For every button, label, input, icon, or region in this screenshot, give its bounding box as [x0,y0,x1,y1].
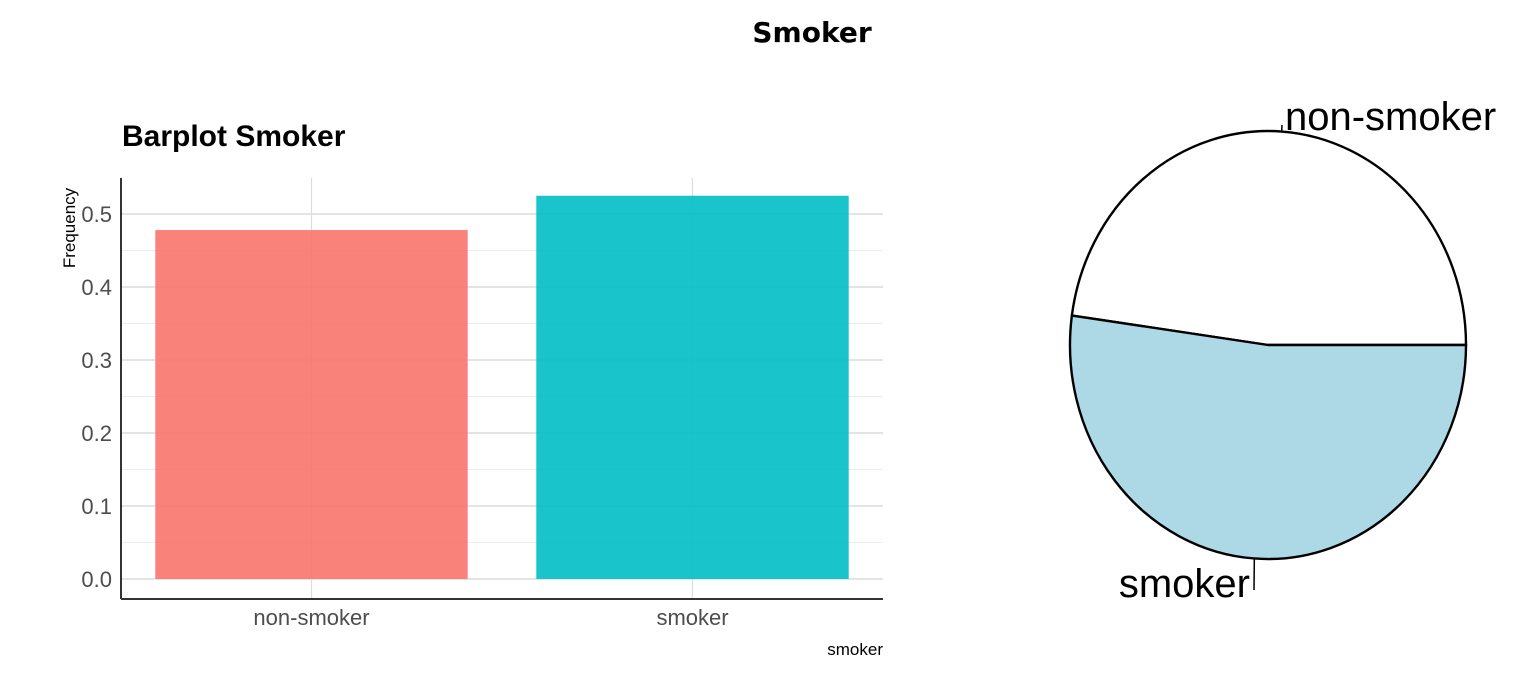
y-tick-label: 0.1 [81,494,112,519]
pie-label-non-smoker: non-smoker [1285,95,1496,139]
pie-slice-non-smoker [1070,129,1468,347]
bar-chart-title: Barplot Smoker [122,120,346,153]
pie-slice-smoker [1068,314,1468,561]
y-tick-label: 0.4 [81,275,112,300]
y-axis-label: Frequency [60,187,79,268]
bar-non-smoker [155,230,468,579]
pie-slices [1068,129,1468,561]
pie-label-smoker: smoker [1119,562,1250,606]
y-tick-label: 0.0 [81,567,112,592]
bar-smoker [536,195,849,579]
page-title: Smoker [752,16,872,49]
y-tick-labels: 0.0 0.1 0.2 0.3 0.4 0.5 [81,202,112,592]
y-tick-label: 0.3 [81,348,112,373]
y-tick-label: 0.2 [81,421,112,446]
x-tick-labels: non-smoker smoker [253,605,728,630]
pie-labels: non-smoker smoker [1119,95,1496,606]
bar-chart: Barplot Smoker 0.0 0.1 0.2 0.3 0.4 0.5 non-sm… [60,120,883,659]
x-tick-label: smoker [656,605,728,630]
y-tick-label: 0.5 [81,202,112,227]
x-axis-label: smoker [827,640,883,659]
x-tick-label: non-smoker [253,605,369,630]
bar-marks [155,195,849,579]
